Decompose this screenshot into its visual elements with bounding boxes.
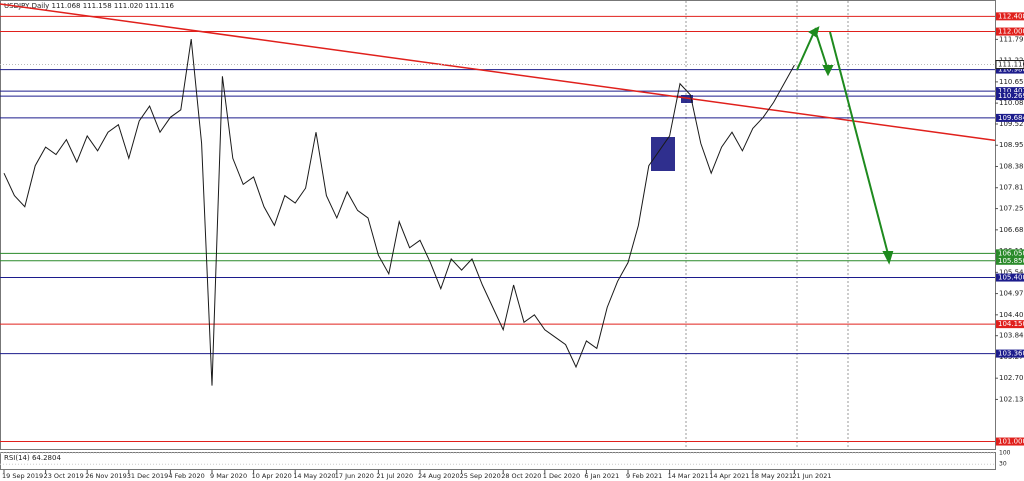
- x-tick-label: 14 Mar 2021: [668, 472, 709, 480]
- level-label-box: [996, 87, 1024, 96]
- y-tick-label: 107.250: [999, 205, 1024, 213]
- arrow: [829, 31, 889, 255]
- plot-frame: [0, 0, 996, 450]
- y-tick-label: 107.810: [999, 184, 1024, 192]
- x-tick-label: 4 Feb 2020: [168, 472, 204, 480]
- level-label-box: [996, 320, 1024, 329]
- arrow-head: [808, 26, 820, 38]
- level-label-box: [996, 65, 1024, 74]
- level-label: 104.150: [998, 320, 1024, 328]
- level-label-box: [996, 249, 1024, 258]
- arrow-head: [882, 251, 894, 265]
- forecast-arrows: [796, 26, 894, 265]
- price-line: [3, 38, 795, 386]
- arrow-head: [822, 65, 834, 77]
- level-label: 105.850: [998, 257, 1024, 265]
- current-price-label: 111.116: [998, 61, 1024, 69]
- level-label: 106.050: [998, 249, 1024, 257]
- level-label: 110.980: [998, 66, 1024, 74]
- level-label: 110.269: [998, 92, 1024, 100]
- x-tick-label: 14 May 2020: [293, 472, 335, 480]
- y-tick-label: 102.130: [999, 395, 1024, 403]
- y-tick-label: 110.650: [999, 78, 1024, 86]
- y-tick-label: 111.790: [999, 35, 1024, 43]
- level-label-box: [996, 12, 1024, 21]
- indicator-frame: [0, 452, 996, 470]
- highlight-box: [681, 95, 693, 103]
- level-label-box: [996, 349, 1024, 358]
- x-tick-label: 26 Nov 2019: [85, 472, 127, 480]
- level-label-box: [996, 273, 1024, 282]
- current-price-box: [995, 60, 1024, 70]
- x-tick-label: 19 Sep 2019: [2, 472, 43, 480]
- level-label: 103.360: [998, 350, 1024, 358]
- level-label-box: [996, 437, 1024, 446]
- y-tick-label: 109.520: [999, 120, 1024, 128]
- x-tick-label: 10 Apr 2020: [252, 472, 292, 480]
- level-label: 112.408: [998, 12, 1024, 20]
- x-tick-label: 9 Feb 2021: [626, 472, 662, 480]
- x-tick-label: 23 Oct 2019: [44, 472, 84, 480]
- level-label: 105.400: [998, 274, 1024, 282]
- y-tick-label: 104.400: [999, 311, 1024, 319]
- trendline: [0, 3, 996, 142]
- x-tick-label: 6 Jan 2021: [584, 472, 619, 480]
- level-label: 110.402: [998, 87, 1024, 95]
- y-tick-label: 103.840: [999, 332, 1024, 340]
- x-tick-label: 14 Apr 2021: [709, 472, 749, 480]
- indicator-tick-label: 30: [999, 461, 1007, 468]
- level-label: 101.000: [998, 438, 1024, 446]
- y-tick-label: 108.950: [999, 141, 1024, 149]
- y-tick-label: 105.540: [999, 268, 1024, 276]
- y-tick-label: 110.080: [999, 99, 1024, 107]
- x-tick-label: 17 Jun 2020: [335, 472, 374, 480]
- x-tick-label: 18 May 2021: [751, 472, 793, 480]
- y-tick-label: 108.380: [999, 162, 1024, 170]
- x-tick-label: 24 Aug 2020: [418, 472, 460, 480]
- level-label: 112.000: [998, 28, 1024, 36]
- x-tick-label: 28 Oct 2020: [501, 472, 541, 480]
- indicator-title: RSI(14) 64.2804: [4, 454, 61, 462]
- x-tick-label: 25 Sep 2020: [460, 472, 501, 480]
- x-tick-label: 31 Dec 2019: [127, 472, 169, 480]
- x-tick-label: 9 Mar 2020: [210, 472, 247, 480]
- level-label-box: [996, 92, 1024, 101]
- x-tick-label: 21 Jul 2020: [376, 472, 413, 480]
- y-tick-label: 102.700: [999, 374, 1024, 382]
- level-label-box: [996, 256, 1024, 265]
- highlight-box: [651, 137, 675, 171]
- level-label-box: [996, 27, 1024, 36]
- level-label: 109.684: [998, 114, 1024, 122]
- chart-title: USDJPY,Daily 111.068 111.158 111.020 111…: [4, 2, 175, 10]
- y-tick-label: 104.970: [999, 290, 1024, 298]
- x-tick-label: 21 Jun 2021: [792, 472, 831, 480]
- level-label-box: [996, 113, 1024, 122]
- y-tick-label: 106.680: [999, 226, 1024, 234]
- separators: [685, 1, 849, 449]
- x-tick-label: 1 Dec 2020: [543, 472, 580, 480]
- indicator-tick-label: 100: [999, 450, 1011, 457]
